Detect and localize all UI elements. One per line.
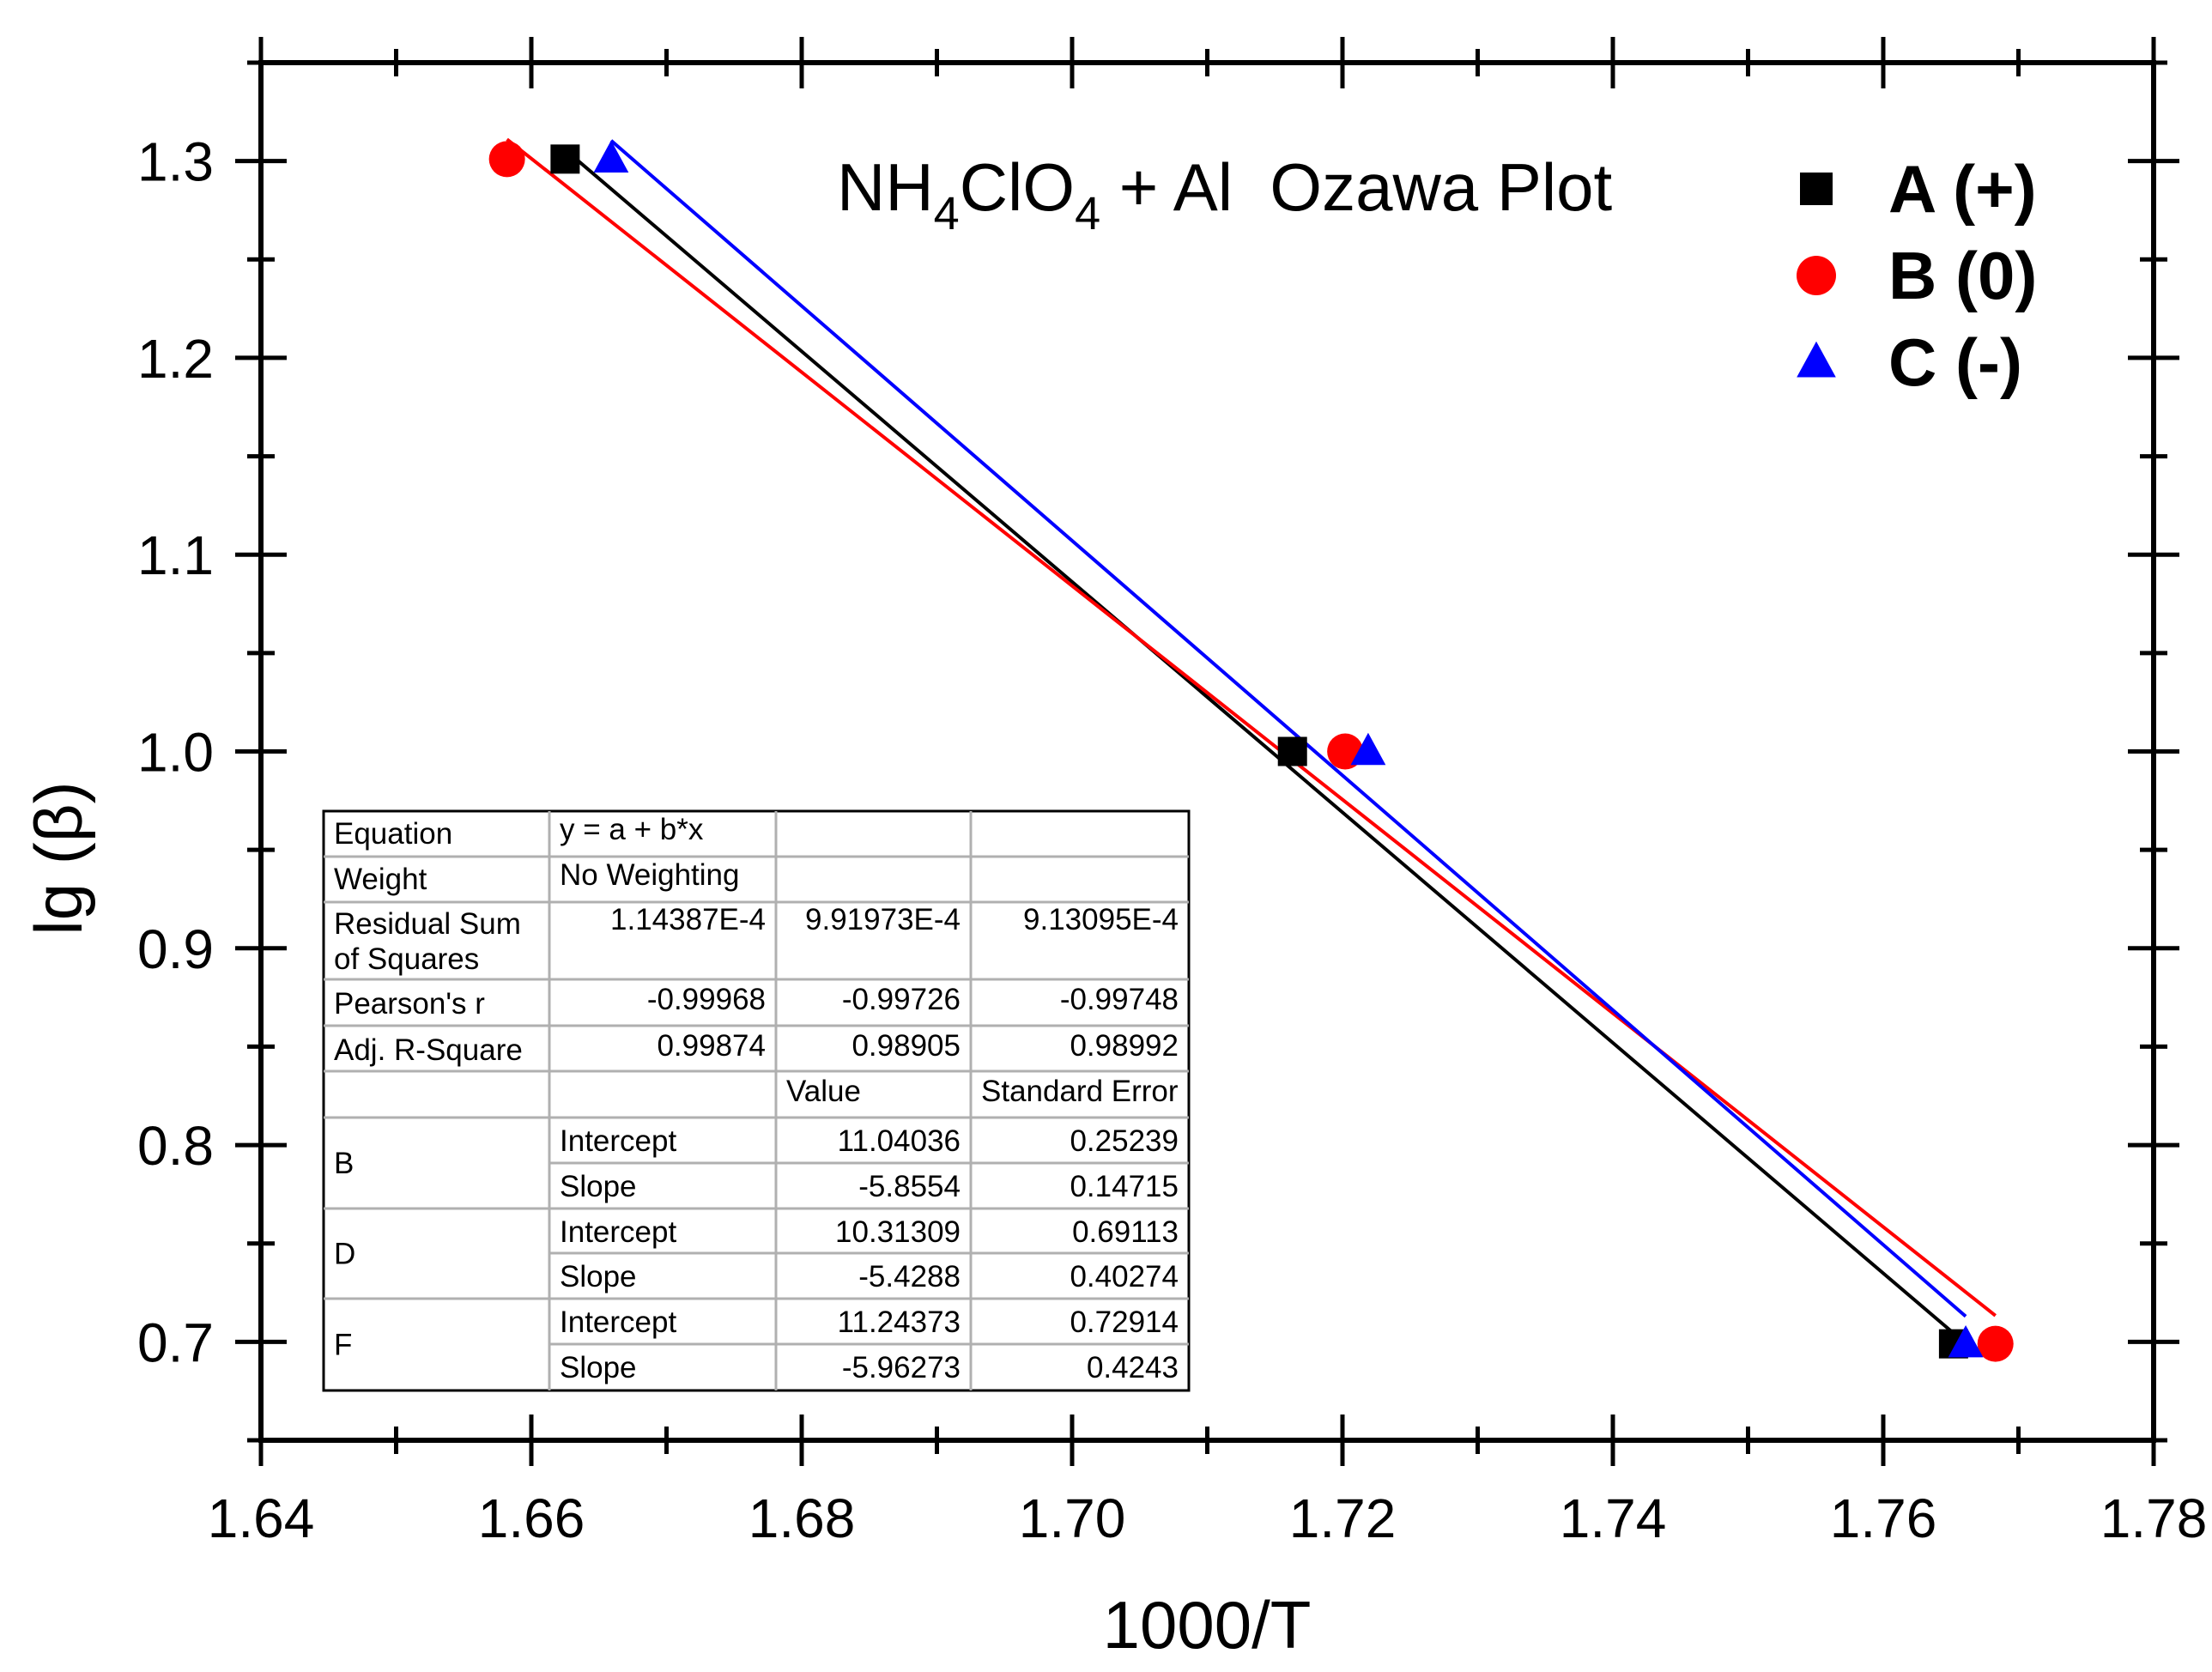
table-cells: Equation y = a + b*x Weight No Weighting Res… [334,813,1179,1384]
table-label-pearson: Pearson's r [334,987,485,1021]
table-param-stderr: 0.14715 [1070,1170,1179,1203]
fit-lines [506,137,1997,1335]
x-tick-label: 1.72 [1289,1487,1397,1549]
data-point-triangle [1797,341,1836,378]
x-tick-label: 1.74 [1560,1487,1667,1549]
y-tick-label: 1.3 [137,131,214,193]
data-point-square [1800,173,1833,205]
legend: A (+) B (0) C (-) [1797,151,2037,400]
title-part-clo: ClO [960,149,1075,225]
table-header-value: Value [786,1075,861,1108]
table-label-equation: Equation [334,817,452,851]
table-param-value: 11.04036 [838,1124,961,1158]
title-part-rest: + Al Ozawa Plot [1100,149,1612,225]
fit-results-table: Equation y = a + b*x Weight No Weighting Res… [322,809,1191,1392]
table-param-name: Slope [560,1170,637,1203]
table-param-value: -5.96273 [842,1351,961,1384]
table-param-stderr: 0.69113 [1072,1215,1179,1249]
table-param-name: Slope [560,1260,637,1293]
chart-title: NH4ClO4 + Al Ozawa Plot [837,149,1613,239]
y-tick-label: 1.2 [137,328,214,390]
table-pearson-value: -0.99748 [1060,983,1179,1016]
y-tick-label: 0.7 [137,1312,214,1373]
table-group-label: B [334,1147,354,1180]
table-param-name: Intercept [560,1305,676,1339]
x-tick-label: 1.76 [1830,1487,1937,1549]
table-pearson-value: -0.99968 [647,983,766,1016]
fit-line [609,139,1967,1318]
table-param-name: Intercept [560,1215,676,1249]
x-tick-label: 1.68 [748,1487,856,1549]
legend-label: B (0) [1888,238,2037,313]
table-param-stderr: 0.40274 [1070,1260,1179,1293]
table-header-stderr: Standard Error [981,1075,1179,1108]
x-tick-label: 1.70 [1019,1487,1126,1549]
table-weight-value: No Weighting [560,858,739,892]
data-point-triangle [1948,1324,1984,1358]
table-equation-value: y = a + b*x [560,813,704,846]
axis-ticks [235,37,2179,1466]
table-param-stderr: 0.72914 [1070,1305,1179,1339]
fit-line [564,148,1955,1335]
table-label-weight: Weight [334,863,427,896]
data-point-triangle [593,140,629,173]
y-tick-label: 1.0 [137,722,214,784]
table-group-label: F [334,1329,352,1362]
data-point-circle [1977,1325,2014,1362]
table-param-value: -5.4288 [858,1260,961,1293]
table-param-value: 11.24373 [838,1305,961,1339]
title-sub-4a: 4 [934,188,960,239]
table-param-value: 10.31309 [835,1215,961,1249]
legend-label: C (-) [1888,324,2022,400]
table-grid [324,811,1189,1390]
y-tick-label: 0.9 [137,918,214,980]
x-tick-label: 1.78 [2100,1487,2208,1549]
x-tick-label: 1.66 [478,1487,585,1549]
table-label-adjr: Adj. R-Square [334,1033,523,1067]
table-adjr-value: 0.98992 [1070,1029,1179,1063]
table-param-name: Slope [560,1351,637,1384]
data-point-triangle [1350,732,1386,766]
table-label-rss-2: of Squares [334,942,479,976]
y-tick-label: 0.8 [137,1115,214,1177]
table-rss-value: 9.13095E-4 [1023,903,1179,936]
x-tick-label: 1.64 [208,1487,315,1549]
table-param-value: -5.8554 [858,1170,961,1203]
table-border [322,809,1191,1392]
table-adjr-value: 0.99874 [657,1029,766,1063]
x-axis-title: 1000/T [1103,1587,1312,1663]
table-rss-value: 9.91973E-4 [805,903,961,936]
y-axis-title: lg (β) [21,781,96,935]
table-param-stderr: 0.25239 [1070,1124,1179,1158]
y-tick-label: 1.1 [137,524,214,586]
legend-label: A (+) [1888,151,2037,227]
table-label-rss: Residual Sum [334,907,521,941]
data-points [488,140,2014,1362]
data-point-circle [1797,256,1836,295]
fit-line [506,137,1997,1318]
table-pearson-value: -0.99726 [842,983,961,1016]
table-adjr-value: 0.98905 [851,1029,961,1063]
title-part-nh: NH [837,149,934,225]
title-sub-4b: 4 [1075,188,1100,239]
data-point-square [1277,736,1307,766]
table-rss-value: 1.14387E-4 [610,903,766,936]
table-param-stderr: 0.4243 [1087,1351,1179,1384]
data-point-square [550,144,580,174]
table-param-name: Intercept [560,1124,676,1158]
tick-labels: 1.64 1.66 1.68 1.70 1.72 1.74 1.76 1.78 0.7 0.8 0.… [137,131,2207,1549]
data-point-circle [488,141,525,178]
table-group-label: D [334,1238,355,1271]
